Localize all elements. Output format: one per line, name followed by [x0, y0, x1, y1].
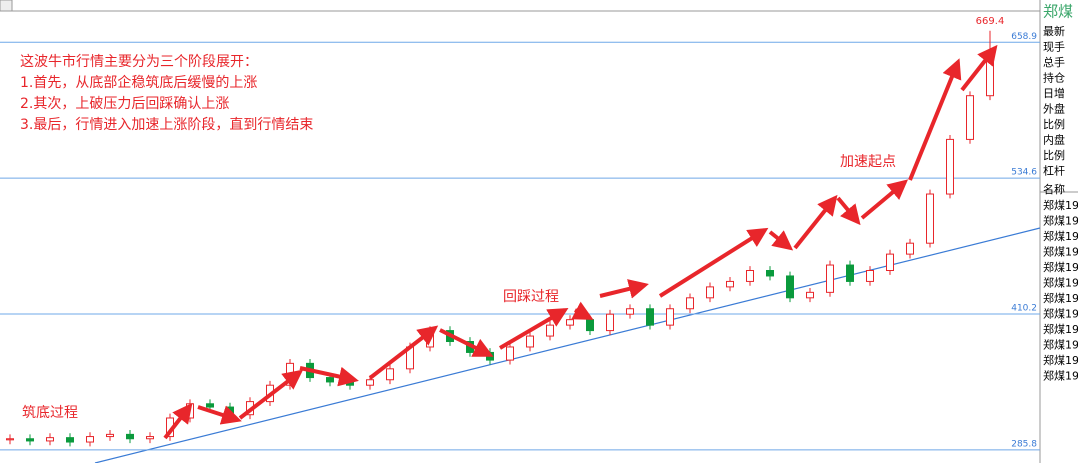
candle-body: [986, 56, 994, 97]
annotation-line: 1.首先，从底部企稳筑底后缓慢的上涨: [20, 74, 257, 91]
panel-field: 杠杆: [1043, 164, 1065, 178]
candle-body: [946, 138, 954, 195]
plot: 285.8 410.2 534.6 658.9 669.4: [0, 16, 1040, 451]
stage-label: 筑底过程: [22, 405, 78, 421]
annotation-line: 2.其次，上破压力后回踩确认上涨: [20, 96, 229, 112]
panel-field: 外盘: [1043, 102, 1065, 116]
list-header: 名称: [1043, 182, 1065, 196]
stage-label: 回踩过程: [503, 289, 559, 305]
candle-body: [906, 242, 914, 255]
candle-body: [846, 264, 854, 282]
candle-body: [606, 313, 614, 332]
annotation-line: 这波牛市行情主要分为三个阶段展开：: [20, 53, 258, 70]
candle-body: [366, 379, 374, 386]
list-item: 郑煤190: [1043, 307, 1078, 321]
list-item: 郑煤190: [1043, 291, 1078, 305]
candle-body: [86, 436, 94, 443]
high-label: 669.4: [976, 16, 1005, 27]
candle-body: [106, 433, 114, 438]
y-tick-label: 658.9: [1011, 32, 1037, 42]
panel-field: 比例: [1043, 148, 1065, 162]
list-item: 郑煤190: [1043, 245, 1078, 259]
side-panel: 郑煤 最新现手总手持仓日增外盘比例内盘比例杠杆名称郑煤190郑煤190郑煤190…: [1040, 3, 1078, 383]
candle-body: [866, 270, 874, 282]
list-item: 郑煤191: [1043, 322, 1078, 336]
candle-body: [326, 377, 334, 383]
candle-body: [886, 253, 894, 272]
candle-body: [546, 324, 554, 337]
candle-body: [766, 270, 774, 277]
candle-body: [966, 95, 974, 140]
candle-body: [686, 297, 694, 310]
candle-body: [626, 308, 634, 315]
candle-body: [666, 308, 674, 326]
candle-body: [566, 319, 574, 326]
candle-body: [526, 335, 534, 348]
candle-body: [746, 270, 754, 282]
panel-field: 内盘: [1043, 133, 1065, 147]
list-item: 郑煤190: [1043, 369, 1078, 383]
candle-body: [506, 346, 514, 361]
candle-body: [146, 436, 154, 440]
annotation: 这波牛市行情主要分为三个阶段展开： 1.首先，从底部企稳筑底后缓慢的上涨 2.其…: [20, 53, 896, 421]
candle-body: [346, 381, 354, 386]
candle-body: [386, 368, 394, 381]
y-tick-label: 410.2: [1011, 303, 1037, 313]
list-item: 郑煤190: [1043, 229, 1078, 243]
candle-body: [226, 406, 234, 416]
list-item: 郑煤190: [1043, 276, 1078, 290]
y-tick-label: 285.8: [1011, 439, 1037, 449]
menu-button[interactable]: [0, 0, 13, 12]
y-tick-label: 534.6: [1011, 168, 1037, 178]
candle-body: [826, 264, 834, 293]
candle-body: [206, 403, 214, 408]
panel-field: 最新: [1043, 24, 1065, 38]
candle-body: [26, 438, 34, 442]
panel-field: 比例: [1043, 117, 1065, 131]
arrows: [163, 44, 998, 440]
candle-body: [926, 193, 934, 244]
list-item: 郑煤190: [1043, 353, 1078, 367]
trend-line: [94, 227, 1041, 463]
panel-field: 现手: [1043, 40, 1065, 54]
list-item: 郑煤191: [1043, 260, 1078, 274]
stage-label: 加速起点: [840, 154, 896, 170]
list-item: 郑煤190: [1043, 338, 1078, 352]
list-item: 郑煤190: [1043, 214, 1078, 228]
candle-body: [726, 280, 734, 288]
annotation-line: 3.最后，行情进入加速上涨阶段，直到行情结束: [20, 116, 313, 133]
panel-field: 日增: [1043, 86, 1065, 100]
candle-body: [806, 291, 814, 299]
panel-title: 郑煤: [1043, 3, 1073, 21]
candle-body: [786, 275, 794, 299]
panel-field: 总手: [1043, 55, 1065, 69]
candle-body: [586, 319, 594, 332]
candle-body: [126, 433, 134, 440]
candle-body: [66, 437, 74, 443]
list-item: 郑煤190: [1043, 198, 1078, 212]
candle-body: [6, 438, 14, 441]
candle-body: [646, 308, 654, 326]
candle-body: [46, 437, 54, 442]
panel-field: 持仓: [1043, 71, 1065, 85]
candle-body: [706, 286, 714, 299]
